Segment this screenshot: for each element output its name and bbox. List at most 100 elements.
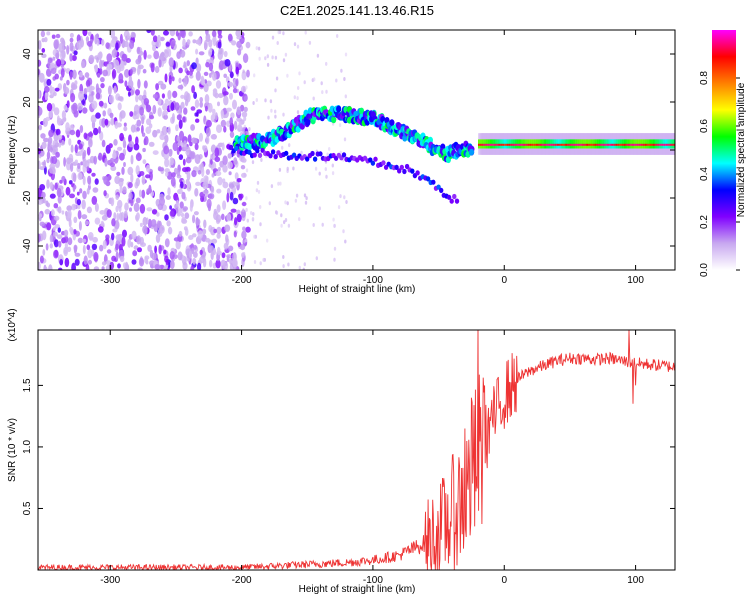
heat-cell [241, 230, 247, 239]
heat-cell [165, 41, 171, 47]
heat-cell [69, 37, 74, 43]
heat-cell [182, 116, 186, 123]
heat-cell [675, 144, 680, 146]
heat-cell [138, 64, 144, 70]
heat-cell [133, 202, 140, 212]
heat-cell [76, 191, 80, 196]
heat-cell [293, 95, 296, 100]
heat-cell [133, 110, 137, 116]
heat-cell [284, 218, 288, 222]
heat-cell [179, 207, 183, 214]
heat-cell [99, 131, 104, 141]
heat-cell [222, 181, 229, 189]
heat-cell [53, 239, 59, 248]
heat-cell [69, 193, 75, 199]
heat-cell [73, 172, 77, 183]
spectrogram-xlabel: Height of straight line (km) [299, 284, 416, 295]
heat-cell [203, 83, 209, 93]
heat-cell [66, 79, 70, 86]
heat-cell [180, 212, 185, 218]
heat-cell [187, 179, 191, 190]
heat-cell [96, 57, 99, 63]
heat-cell [158, 244, 162, 255]
heat-cell [163, 30, 169, 36]
heat-cell [287, 262, 290, 267]
heat-cell [223, 95, 229, 106]
heat-cell [298, 217, 301, 222]
heat-cell [142, 216, 148, 227]
heat-cell [233, 120, 238, 130]
heat-cell [114, 175, 121, 185]
heat-cell [202, 78, 205, 86]
heat-cell [38, 200, 43, 205]
heat-cell [55, 52, 60, 60]
heat-cell [223, 242, 229, 250]
heat-cell [146, 118, 152, 126]
heat-cell [227, 245, 234, 252]
heat-cell [315, 256, 318, 261]
heat-cell [193, 244, 198, 250]
heat-cell [172, 90, 178, 98]
heat-cell [468, 148, 475, 156]
heat-cell [228, 171, 232, 176]
snr-frame [37, 329, 676, 571]
heat-cell [141, 189, 146, 199]
heat-cell [83, 255, 88, 265]
colorbar-label: Normalized spectral amplitude [736, 82, 747, 217]
heat-cell [81, 60, 85, 69]
heat-cell [286, 73, 289, 78]
heat-cell [202, 257, 207, 268]
heat-cell [91, 172, 96, 177]
heat-cell [343, 137, 347, 142]
heat-cell [159, 224, 165, 234]
heat-cell [87, 248, 93, 259]
heat-cell [136, 127, 141, 132]
heat-cell [231, 40, 237, 46]
heat-cell [130, 173, 134, 184]
heat-cell [106, 249, 112, 254]
heat-cell [189, 203, 193, 212]
colorbar-tick-label: 0.8 [699, 71, 710, 85]
heat-cell [98, 100, 104, 107]
heat-cell [86, 244, 91, 251]
heat-cell [177, 84, 184, 90]
heat-cell [236, 40, 242, 49]
heat-cell [169, 30, 176, 37]
heat-cell [119, 110, 126, 119]
heat-cell [164, 73, 168, 83]
heat-cell [410, 168, 415, 174]
heat-cell [255, 98, 258, 102]
heat-cell [336, 34, 339, 38]
y-tick-label: 0.5 [22, 501, 33, 515]
heat-cell [193, 251, 198, 258]
heat-cell [214, 156, 221, 163]
heat-cell [331, 171, 335, 176]
heat-cell [296, 96, 299, 101]
heat-cell [167, 226, 173, 235]
heat-cell [48, 109, 53, 119]
heat-cell [74, 80, 78, 86]
heat-cell [86, 86, 92, 93]
heat-cell [123, 126, 128, 132]
heat-cell [125, 58, 131, 63]
heat-cell [158, 58, 162, 68]
heat-cell [673, 143, 675, 146]
heat-cell [245, 168, 249, 173]
heat-cell [337, 205, 341, 210]
heat-cell [197, 37, 202, 46]
heat-cell [215, 170, 222, 177]
heat-cell [70, 144, 74, 153]
heat-cell [436, 184, 441, 190]
heat-cell [185, 146, 191, 153]
heat-cell [69, 32, 74, 38]
heat-cell [66, 205, 72, 212]
heat-cell [135, 197, 141, 204]
y-tick-label: 40 [22, 48, 33, 60]
heat-cell [245, 85, 248, 90]
heat-cell [153, 223, 159, 232]
colorbar: 0.0 0.2 0.4 0.6 0.8 Normalized spectral ampl… [699, 30, 747, 277]
heat-cell [236, 106, 242, 115]
heat-cell [227, 81, 234, 88]
heat-cell [205, 169, 210, 175]
heat-cell [240, 209, 246, 218]
